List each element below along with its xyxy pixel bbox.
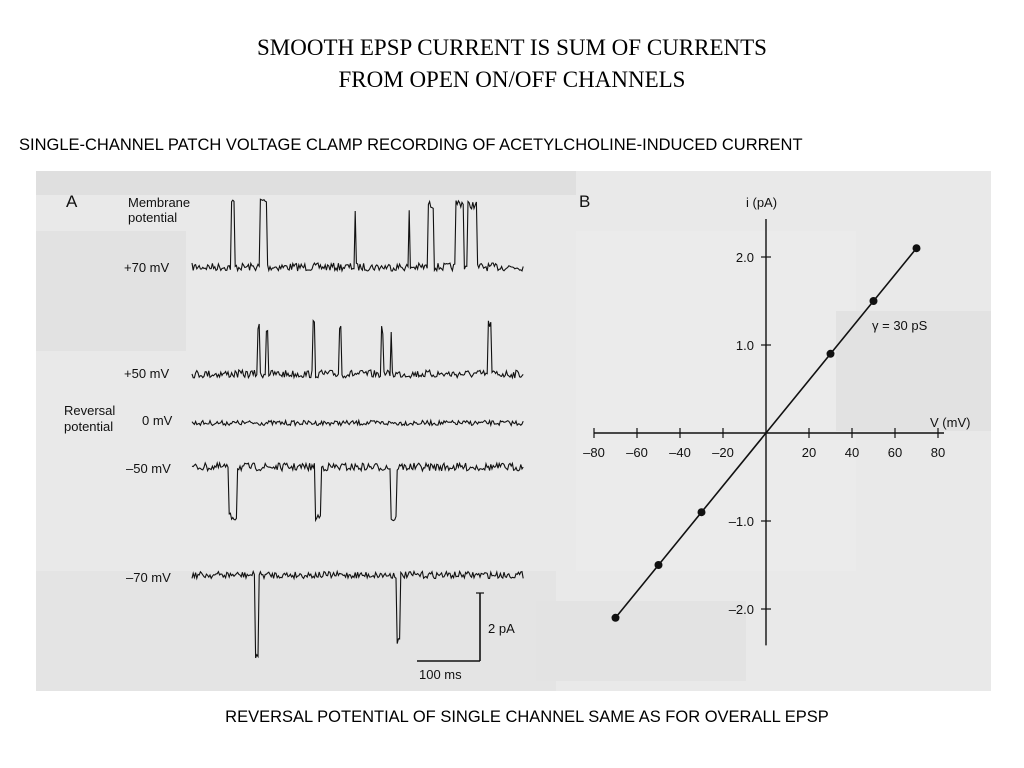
y-axis-label: i (pA) [746,195,777,210]
data-point [697,508,706,517]
data-point [654,561,663,569]
data-point [611,613,620,622]
trace-label-plus50: +50 mV [124,366,169,381]
reversal-potential-label-line-1: Reversal [64,403,115,418]
trace-zero [191,418,524,428]
trace-label-minus70: –70 mV [126,570,171,585]
slide-caption: REVERSAL POTENTIAL OF SINGLE CHANNEL SAM… [225,708,829,726]
x-tick-label: 60 [888,445,902,460]
panel-b-label: B [579,192,590,211]
membrane-potential-label-line-2: potential [128,210,177,225]
y-tick-label: 2.0 [736,250,754,265]
trace-minus70 [191,569,524,659]
scale-bar: 2 pA 100 ms [417,592,515,682]
scale-bar-current-label: 2 pA [488,621,515,636]
scanned-figure: A Membrane potential Reversal potential … [36,171,991,691]
x-tick-label: –40 [669,445,691,460]
scale-bar-time-label: 100 ms [419,667,462,682]
data-point [826,349,835,358]
figure-svg: A Membrane potential Reversal potential … [36,171,991,691]
x-tick-label: 80 [931,445,945,460]
x-tick-label: 40 [845,445,859,460]
data-point [869,297,878,305]
reversal-potential-label-line-2: potential [64,419,113,434]
trace-minus50 [191,460,524,523]
y-tick-label: 1.0 [736,338,754,353]
x-tick-label: 20 [802,445,816,460]
conductance-label: γ = 30 pS [872,318,928,333]
slide-title-line-2: FROM OPEN ON/OFF CHANNELS [338,67,686,92]
data-point [912,244,921,253]
membrane-potential-label-line-1: Membrane [128,195,190,210]
scan-bleed-through [36,171,991,691]
slide-title-line-1: SMOOTH EPSP CURRENT IS SUM OF CURRENTS [257,35,767,60]
trace-label-zero: 0 mV [142,413,173,428]
trace-label-minus50: –50 mV [126,461,171,476]
x-tick-label: –80 [583,445,605,460]
y-tick-label: –2.0 [729,602,754,617]
iv-plot: i (pA) V (mV) –80 –60 –40 –20 20 40 60 80 –2.0 –1.0… [583,195,970,646]
slide-subtitle: SINGLE-CHANNEL PATCH VOLTAGE CLAMP RECOR… [19,136,803,154]
y-tick-label: –1.0 [729,514,754,529]
trace-label-plus70: +70 mV [124,260,169,275]
x-tick-label: –60 [626,445,648,460]
slide-title: SMOOTH EPSP CURRENT IS SUM OF CURRENTS F… [0,32,1024,96]
x-axis-label: V (mV) [930,415,970,430]
trace-plus50 [191,319,524,380]
fit-line [614,247,918,619]
panel-a-label: A [66,192,78,211]
x-tick-label: –20 [712,445,734,460]
trace-plus70 [191,198,524,273]
